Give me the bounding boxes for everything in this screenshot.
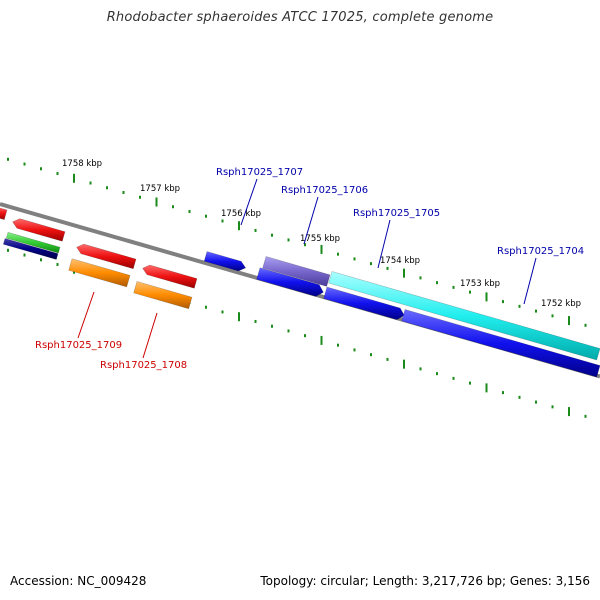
scale-tick-label: 1756 kbp xyxy=(221,209,261,219)
gene-label: Rsph17025_1705 xyxy=(353,208,440,219)
gene-arrow xyxy=(323,286,405,320)
gene-leader-line xyxy=(377,219,391,269)
gene-arrow xyxy=(203,251,247,272)
gene-leader-line xyxy=(77,291,95,339)
gene-arrow xyxy=(76,243,137,270)
gene-arrow xyxy=(328,271,600,361)
gene-label: Rsph17025_1708 xyxy=(100,360,187,371)
scale-tick-label: 1758 kbp xyxy=(62,159,102,169)
map-title: Rhodobacter sphaeroides ATCC 17025, comp… xyxy=(106,10,494,25)
gene-arrow xyxy=(2,238,59,260)
gene-arrow xyxy=(142,264,198,289)
scale-tick-label: 1752 kbp xyxy=(541,299,581,309)
gene-label: Rsph17025_1706 xyxy=(281,185,368,196)
gene-arrow xyxy=(0,207,8,220)
gene-label: Rsph17025_1707 xyxy=(216,167,303,178)
gene-label: Rsph17025_1704 xyxy=(497,246,584,257)
gene-arrow xyxy=(133,281,193,310)
gene-leader-line xyxy=(240,178,258,226)
scale-tick-label: 1757 kbp xyxy=(140,184,180,194)
gene-arrow xyxy=(401,309,600,378)
gene-arrow xyxy=(262,256,331,287)
scale-tick-label: 1753 kbp xyxy=(460,279,500,289)
topology-text: Topology: circular; Length: 3,217,726 bp… xyxy=(260,574,590,588)
gene-arrow xyxy=(68,258,131,288)
accession-text: Accession: NC_009428 xyxy=(10,574,147,588)
scale-tick-label: 1755 kbp xyxy=(300,234,340,244)
gene-arrow xyxy=(256,267,324,297)
gene-leader-line xyxy=(523,257,537,305)
gene-leader-line xyxy=(142,312,158,359)
gene-arrow xyxy=(5,231,61,254)
gene-label: Rsph17025_1709 xyxy=(35,340,122,351)
gene-arrow xyxy=(12,218,66,242)
gene-leader-line xyxy=(303,196,319,245)
scale-tick-label: 1754 kbp xyxy=(380,256,420,266)
